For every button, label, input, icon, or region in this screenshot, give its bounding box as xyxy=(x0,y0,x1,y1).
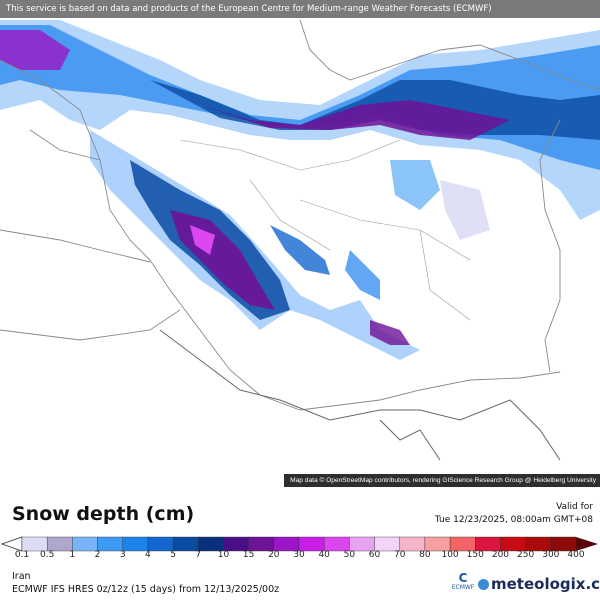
province-borders xyxy=(179,139,471,321)
ecmwf-notice-banner: This service is based on data and produc… xyxy=(0,0,600,18)
color-swatch xyxy=(374,536,400,552)
tick-label: 30 xyxy=(293,550,305,560)
color-swatch xyxy=(550,536,577,552)
valid-label: Valid for xyxy=(556,502,593,512)
color-swatch xyxy=(21,536,48,552)
color-swatch xyxy=(500,536,526,552)
color-scale-bar xyxy=(0,536,598,552)
snow-cover xyxy=(0,20,600,360)
valid-datetime: Tue 12/23/2025, 08:00am GMT+08 xyxy=(434,515,593,525)
color-swatch xyxy=(475,536,501,552)
tick-label: 2 xyxy=(94,550,101,560)
region-label: Iran xyxy=(12,571,31,582)
color-swatch xyxy=(399,536,426,552)
over-range-triangle xyxy=(576,537,598,551)
tick-label: 150 xyxy=(466,550,484,560)
tick-label: 70 xyxy=(393,550,406,560)
tick-label: 250 xyxy=(517,550,535,560)
tick-label: 40 xyxy=(318,550,330,560)
tick-label: 5 xyxy=(170,550,176,560)
tick-label: 1 xyxy=(69,550,76,560)
ecmwf-logo-text: ECMWF xyxy=(451,584,475,591)
color-swatch xyxy=(525,536,552,552)
color-swatch xyxy=(97,536,123,552)
tick-label: 100 xyxy=(441,550,459,560)
model-info: ECMWF IFS HRES 0z/12z (15 days) from 12/… xyxy=(12,584,280,595)
tick-label: 400 xyxy=(567,550,585,560)
tick-label: 80 xyxy=(419,550,431,560)
legend-title: Snow depth (cm) xyxy=(12,503,195,525)
tick-label: 3 xyxy=(119,550,126,560)
snow-depth-map[interactable]: This service is based on data and produc… xyxy=(0,0,600,488)
country-borders xyxy=(0,19,600,411)
map-layer xyxy=(0,19,600,461)
tick-label: 50 xyxy=(343,550,356,560)
meteologix-brand-text: meteologix.com xyxy=(491,575,600,593)
meteologix-drop-icon xyxy=(478,579,489,590)
tick-label: 20 xyxy=(268,550,280,560)
color-swatch xyxy=(349,536,375,552)
tick-label: 0.5 xyxy=(40,550,55,560)
tick-label: 10 xyxy=(217,550,230,560)
valid-time: Valid for Tue 12/23/2025, 08:00am GMT+08 xyxy=(435,501,593,527)
color-swatch xyxy=(449,536,476,552)
tick-label: 200 xyxy=(491,550,510,560)
tick-label: 15 xyxy=(242,550,255,560)
map-attribution[interactable]: Map data © OpenStreetMap contributors, r… xyxy=(284,474,600,487)
tick-label: 60 xyxy=(368,550,381,560)
color-swatch xyxy=(147,536,174,552)
color-swatch xyxy=(273,536,300,552)
under-range-triangle xyxy=(0,536,23,552)
tick-label: 300 xyxy=(542,550,560,560)
color-swatch xyxy=(248,536,275,552)
coastline xyxy=(159,329,561,461)
color-swatch xyxy=(424,536,451,552)
color-swatch xyxy=(46,536,73,552)
color-swatch xyxy=(198,536,224,552)
color-swatch xyxy=(122,536,149,552)
color-swatch xyxy=(323,536,350,552)
color-swatch xyxy=(223,536,249,552)
tick-label: 0.1 xyxy=(14,550,30,560)
ecmwf-logo-mark: C xyxy=(458,571,468,585)
color-swatch xyxy=(298,536,325,552)
color-swatch xyxy=(72,536,98,552)
color-swatch xyxy=(172,536,199,552)
meteologix-logo[interactable]: meteologix.com xyxy=(478,575,600,593)
tick-label: 7 xyxy=(195,550,202,560)
ecmwf-logo[interactable]: C ECMWF xyxy=(450,572,476,591)
tick-label: 4 xyxy=(145,550,151,560)
